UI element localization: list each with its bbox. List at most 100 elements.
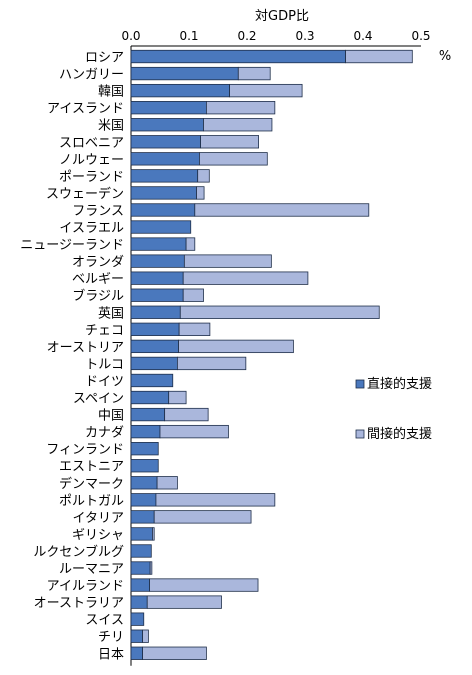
chart-title: 対GDP比 bbox=[255, 9, 309, 24]
bar-indirect bbox=[203, 118, 273, 132]
x-tick-label: 0.1 bbox=[179, 29, 198, 43]
bar-indirect bbox=[237, 66, 271, 81]
bar-indirect bbox=[229, 83, 303, 98]
category-labels: ロシアハンガリー韓国アイスランド米国スロベニアノルウェーポーランドスウェーデンフ… bbox=[20, 51, 124, 663]
bar-direct bbox=[130, 49, 347, 64]
bar-indirect bbox=[178, 339, 294, 354]
bar-indirect bbox=[205, 101, 276, 115]
bar-direct bbox=[130, 578, 150, 592]
category-label: 日本 bbox=[98, 647, 124, 662]
bar-indirect bbox=[155, 493, 276, 507]
x-tick-label: 0.4 bbox=[353, 29, 372, 43]
category-label: ポーランド bbox=[59, 170, 124, 185]
category-label: 英国 bbox=[98, 306, 124, 321]
bar-indirect bbox=[179, 305, 380, 319]
bar-indirect bbox=[149, 561, 153, 575]
category-label: デンマーク bbox=[59, 476, 124, 492]
bar-indirect bbox=[176, 356, 247, 371]
bar-direct bbox=[130, 118, 204, 132]
category-label: スロベニア bbox=[59, 136, 124, 151]
bar-indirect bbox=[345, 49, 413, 64]
x-tick-label: 0.2 bbox=[237, 29, 256, 43]
bar-indirect bbox=[182, 271, 309, 285]
bar-direct bbox=[130, 442, 159, 456]
bar-indirect bbox=[200, 135, 260, 149]
bar-direct bbox=[130, 646, 144, 660]
bar-direct bbox=[130, 169, 199, 183]
category-label: チリ bbox=[98, 630, 124, 645]
bar-indirect bbox=[178, 322, 211, 336]
category-label: ロシア bbox=[85, 51, 124, 66]
category-label: アイルランド bbox=[47, 579, 124, 594]
bar-indirect bbox=[164, 407, 209, 422]
x-tick-label: 0.0 bbox=[121, 29, 140, 43]
bar-direct bbox=[130, 220, 192, 234]
category-label: フランス bbox=[72, 204, 124, 219]
category-label: トルコ bbox=[85, 357, 124, 372]
category-label: ギリシャ bbox=[72, 528, 124, 543]
category-label: アイスランド bbox=[47, 102, 124, 117]
bar-direct bbox=[130, 595, 148, 609]
category-label: ノルウェー bbox=[59, 153, 124, 168]
bar-indirect bbox=[153, 510, 252, 524]
bar-indirect bbox=[168, 390, 187, 405]
bar-indirect bbox=[156, 476, 178, 490]
bar-direct bbox=[130, 83, 230, 98]
unit-label: % bbox=[439, 49, 451, 64]
category-label: ドイツ bbox=[85, 374, 124, 389]
legend-swatch bbox=[355, 429, 365, 439]
bar-direct bbox=[130, 527, 153, 541]
category-label: スウェーデン bbox=[46, 186, 124, 202]
bar-direct bbox=[130, 135, 201, 149]
bar-indirect bbox=[185, 237, 196, 251]
bar-direct bbox=[130, 510, 155, 524]
x-tick-label: 0.5 bbox=[411, 29, 430, 43]
bar-direct bbox=[130, 561, 151, 575]
legend-label: 間接的支援 bbox=[367, 426, 432, 442]
category-label: ルクセンブルグ bbox=[33, 544, 124, 560]
category-label: ポルトガル bbox=[59, 494, 124, 509]
category-label: 米国 bbox=[98, 119, 124, 134]
bar-indirect bbox=[142, 646, 207, 660]
category-label: オーストラリア bbox=[34, 596, 124, 611]
category-label: カナダ bbox=[85, 426, 124, 441]
category-label: 中国 bbox=[98, 409, 124, 424]
bar-direct bbox=[130, 629, 144, 643]
bar-direct bbox=[130, 305, 181, 319]
category-label: ハンガリー bbox=[59, 68, 124, 83]
bar-direct bbox=[130, 101, 207, 115]
bar-direct bbox=[130, 288, 184, 302]
bar-direct bbox=[130, 493, 157, 507]
bar-direct bbox=[130, 407, 166, 422]
category-label: イスラエル bbox=[59, 221, 124, 236]
bar-direct bbox=[130, 322, 180, 336]
category-label: ベルギー bbox=[72, 272, 124, 287]
bar-direct bbox=[130, 424, 161, 439]
bar-indirect bbox=[183, 254, 272, 268]
bar-direct bbox=[130, 544, 152, 558]
category-label: ニュージーランド bbox=[20, 238, 124, 253]
bar-indirect bbox=[159, 424, 229, 439]
bars bbox=[130, 49, 413, 660]
bar-indirect bbox=[149, 578, 259, 592]
bar-indirect bbox=[197, 169, 210, 183]
category-label: ルーマニア bbox=[59, 562, 124, 577]
bar-direct bbox=[130, 612, 145, 626]
legend-swatch bbox=[355, 379, 365, 389]
category-label: エストニア bbox=[59, 460, 124, 475]
bar-direct bbox=[130, 390, 170, 405]
bar-direct bbox=[130, 152, 200, 166]
category-label: オランダ bbox=[72, 255, 124, 270]
bar-direct bbox=[130, 356, 178, 371]
bar-direct bbox=[130, 186, 197, 200]
bar-direct bbox=[130, 254, 185, 268]
bar-direct bbox=[130, 203, 196, 217]
x-tick-label: 0.3 bbox=[295, 29, 314, 43]
bar-indirect bbox=[152, 527, 155, 541]
bar-direct bbox=[130, 66, 239, 81]
bar-indirect bbox=[194, 203, 370, 217]
bar-direct bbox=[130, 373, 174, 388]
bar-direct bbox=[130, 476, 158, 490]
bar-direct bbox=[130, 237, 187, 251]
